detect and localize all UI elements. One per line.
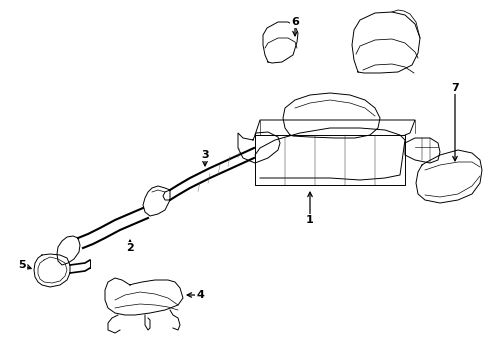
Circle shape: [115, 291, 125, 301]
Text: 7: 7: [451, 83, 459, 93]
Polygon shape: [143, 186, 170, 216]
Polygon shape: [255, 135, 405, 185]
Polygon shape: [416, 150, 482, 203]
Polygon shape: [57, 236, 80, 265]
Polygon shape: [405, 138, 440, 163]
Polygon shape: [105, 278, 183, 315]
Polygon shape: [34, 254, 70, 287]
Circle shape: [452, 173, 472, 193]
Text: 2: 2: [126, 243, 134, 253]
Polygon shape: [263, 22, 298, 63]
Text: 4: 4: [196, 290, 204, 300]
Polygon shape: [283, 93, 380, 138]
Text: 5: 5: [18, 260, 26, 270]
Ellipse shape: [329, 111, 351, 125]
Polygon shape: [238, 132, 280, 163]
Circle shape: [168, 294, 176, 302]
Circle shape: [143, 288, 153, 298]
Text: 3: 3: [201, 150, 209, 160]
Text: 1: 1: [306, 215, 314, 225]
Text: 6: 6: [291, 17, 299, 27]
Polygon shape: [255, 128, 405, 180]
Polygon shape: [352, 12, 420, 73]
